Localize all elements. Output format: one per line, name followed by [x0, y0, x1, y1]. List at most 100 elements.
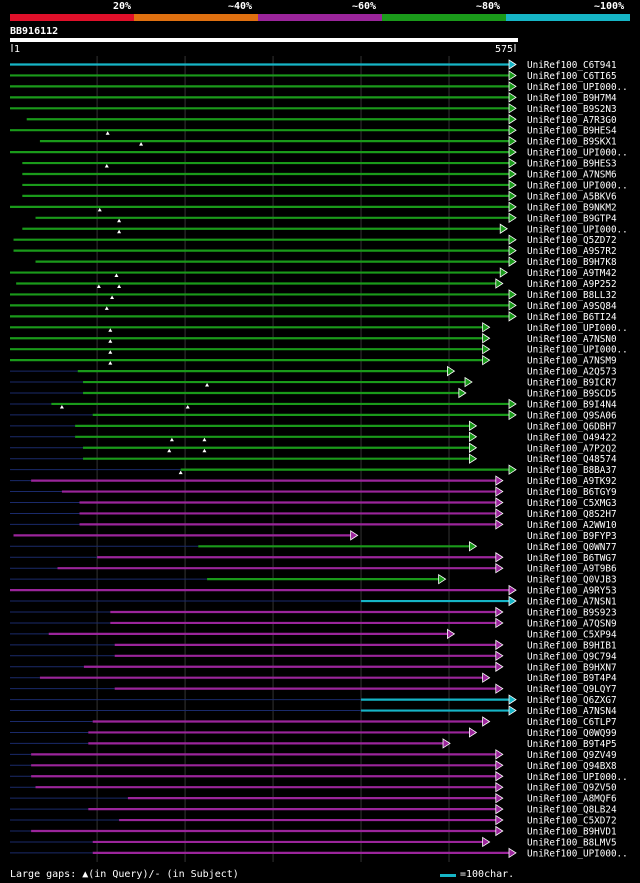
hit-label: UniRef100_A9SQ84 [527, 301, 617, 312]
hit-label: UniRef100_Q9SA06 [527, 410, 617, 421]
hit-label: UniRef100_A7R3G0 [527, 115, 617, 126]
legend-swatch-40 [134, 14, 258, 21]
hit-arrow-head [508, 212, 517, 224]
hit-label: UniRef100_A7NSM9 [527, 356, 617, 367]
hit-label: UniRef100_C5XD72 [527, 816, 617, 827]
hit-arrow-head [469, 727, 478, 738]
hit-label: UniRef100_A2WW10 [527, 520, 617, 531]
hit-label: UniRef100_A9TK92 [527, 476, 617, 487]
hit-label: UniRef100_B9HVD1 [527, 827, 617, 838]
hit-arrow-head [508, 300, 517, 311]
hit-arrow-head [508, 847, 517, 859]
hit-arrow-head [508, 595, 517, 607]
gap-marker [205, 383, 210, 387]
hit-label: UniRef100_UPI000.. [527, 82, 628, 93]
gap-marker [96, 284, 101, 288]
gap-marker [108, 350, 113, 354]
gap-marker [104, 164, 109, 168]
hit-arrow-head [495, 661, 504, 672]
gap-marker [108, 328, 113, 332]
hit-label: UniRef100_UPI000.. [527, 180, 628, 191]
identity-color-legend [10, 14, 630, 21]
hit-label: UniRef100_Q8LB24 [527, 805, 617, 816]
hit-arrow-head [508, 70, 517, 81]
hit-arrow-head [508, 124, 517, 136]
hit-label: UniRef100_O49422 [527, 432, 617, 443]
hit-arrow-head [495, 486, 504, 497]
ruler-end-label: 575 [495, 44, 513, 55]
hit-label: UniRef100_Q94BX8 [527, 761, 617, 772]
hit-label: UniRef100_A9S7R2 [527, 246, 617, 257]
hit-label: UniRef100_A9T9B6 [527, 564, 617, 575]
hit-arrow-head [508, 705, 517, 716]
hit-arrow-head [508, 157, 517, 169]
hit-label: UniRef100_A5BKV6 [527, 191, 617, 202]
hit-label: UniRef100_B9S2N3 [527, 104, 617, 115]
hit-arrow-head [508, 146, 517, 158]
hit-label: UniRef100_A7NSN1 [527, 597, 617, 608]
hit-arrow-head [438, 573, 447, 585]
hit-arrow-head [495, 639, 504, 651]
query-bar [10, 38, 518, 42]
hit-arrow-head [495, 278, 504, 289]
hit-label: UniRef100_B9H7K8 [527, 257, 617, 268]
hit-label: UniRef100_B9ICR7 [527, 378, 617, 389]
hit-arrow-head [508, 234, 517, 245]
hit-arrow-head [508, 245, 517, 256]
hit-arrow-head [508, 398, 517, 410]
hit-label: UniRef100_C5XMG3 [527, 498, 617, 509]
gap-marker [108, 361, 113, 365]
hit-arrow-head [495, 683, 504, 694]
hit-arrow-head [495, 617, 504, 629]
hit-arrow-head [508, 201, 517, 213]
hit-arrow-head [495, 749, 504, 760]
hit-arrow-head [508, 114, 517, 125]
gap-marker [110, 295, 115, 299]
hit-arrow-head [508, 289, 517, 300]
hit-label: UniRef100_A7QSN9 [527, 618, 617, 629]
hit-label: UniRef100_Q6DBH7 [527, 421, 617, 432]
hit-label: UniRef100_Q5ZD72 [527, 235, 617, 246]
hit-arrow-head [495, 760, 504, 771]
hit-label: UniRef100_Q0WQ99 [527, 728, 617, 739]
hit-label: UniRef100_Q0WN77 [527, 542, 617, 553]
hit-label: UniRef100_B6TWG7 [527, 553, 617, 564]
hit-label: UniRef100_C6TLP7 [527, 717, 617, 728]
hit-arrow-head [495, 497, 504, 508]
hit-label: UniRef100_B6TI24 [527, 312, 617, 323]
hit-arrow-head [495, 825, 504, 837]
hit-arrow-head [495, 803, 504, 815]
hit-arrow-head [482, 354, 491, 366]
hit-label: UniRef100_B9T4P5 [527, 739, 617, 750]
hit-arrow-head [495, 650, 504, 662]
gap-marker [117, 229, 122, 234]
hit-label: UniRef100_B9GTP4 [527, 213, 617, 224]
hit-label: UniRef100_B9T4P4 [527, 673, 617, 684]
hit-arrow-head [482, 672, 491, 683]
legend-label-60: ~60% [352, 1, 377, 12]
hit-arrow-head [495, 508, 504, 519]
gap-marker [105, 131, 110, 135]
gap-marker [97, 207, 102, 212]
hit-label: UniRef100_B9S923 [527, 608, 617, 619]
hit-label: UniRef100_B9FYP3 [527, 531, 617, 542]
gap-marker [139, 142, 144, 146]
hit-arrow-head [495, 792, 504, 804]
gap-marker [104, 306, 109, 310]
hit-arrow-head [508, 409, 517, 421]
hit-arrow-head [508, 81, 517, 92]
hit-label: UniRef100_C6TI65 [527, 71, 617, 82]
gap-marker [108, 339, 113, 343]
hit-label: UniRef100_Q9ZV50 [527, 783, 617, 794]
hit-arrow-head [469, 453, 478, 464]
gap-marker [114, 273, 119, 278]
hit-label: UniRef100_A7NSM6 [527, 170, 617, 181]
hit-label: UniRef100_Q6ZXG7 [527, 695, 617, 706]
hit-arrow-head [482, 333, 491, 344]
hit-arrow-head [508, 103, 517, 114]
hit-label: UniRef100_Q0VJB3 [527, 575, 617, 586]
hit-arrow-head [458, 387, 467, 399]
hit-label: UniRef100_C5XP94 [527, 629, 617, 640]
hit-arrow-head [499, 267, 508, 278]
